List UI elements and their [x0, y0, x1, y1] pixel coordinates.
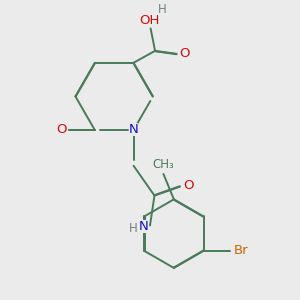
Text: Br: Br	[234, 244, 248, 257]
Text: OH: OH	[139, 14, 159, 27]
Text: O: O	[180, 47, 190, 60]
Text: N: N	[129, 124, 139, 136]
Text: CH₃: CH₃	[153, 158, 174, 171]
Text: H: H	[158, 2, 166, 16]
Text: O: O	[57, 124, 67, 136]
Text: H: H	[129, 222, 138, 235]
Text: N: N	[139, 220, 148, 233]
Text: O: O	[183, 179, 194, 192]
